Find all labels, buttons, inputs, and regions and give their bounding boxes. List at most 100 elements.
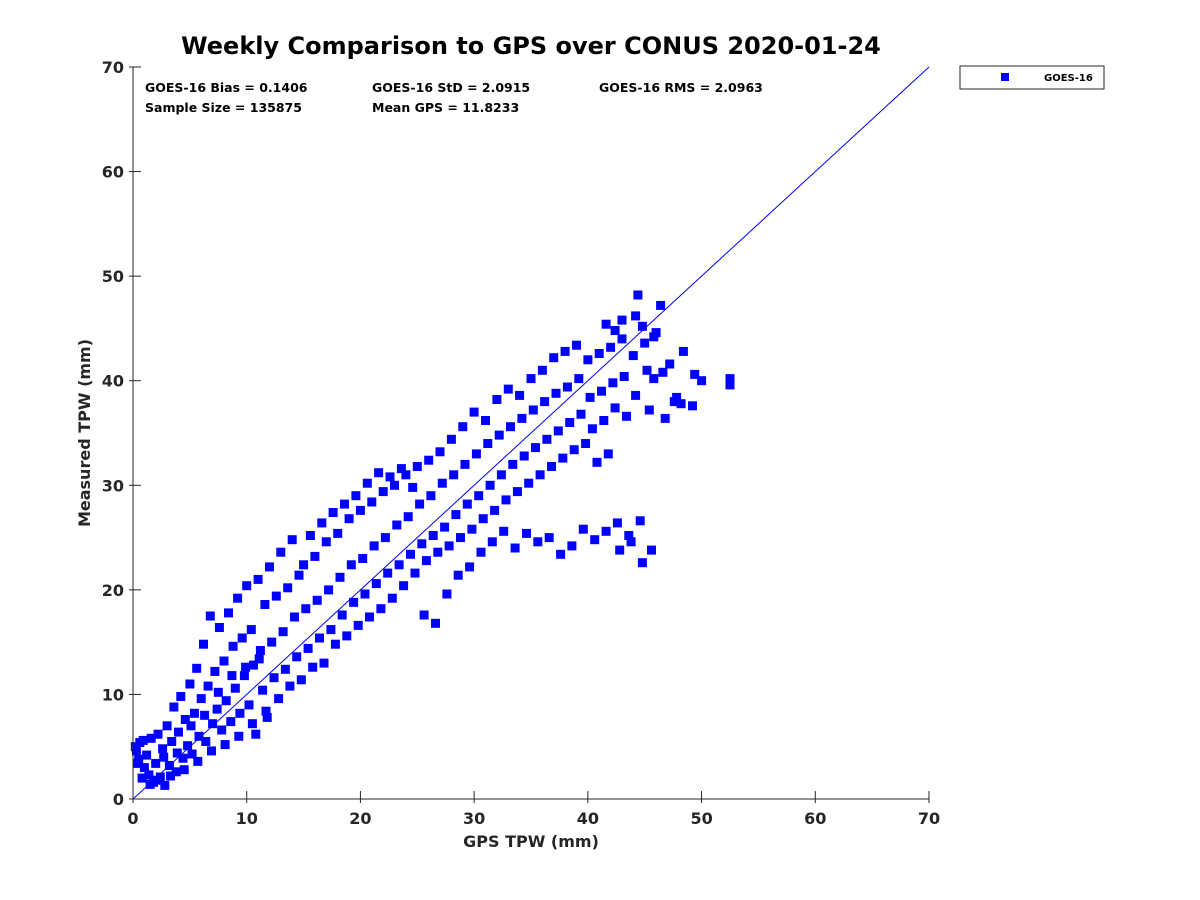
data-point [212,704,222,714]
data-point [656,300,666,310]
data-point [499,526,509,536]
legend-box [959,65,1105,90]
data-point [258,685,268,695]
data-point [481,416,490,425]
y-tick-label: 40 [102,372,124,391]
data-point [249,660,258,670]
data-point [369,541,379,551]
data-point [610,326,620,335]
data-point [333,528,343,538]
data-point [672,392,682,402]
data-point [456,533,465,543]
data-point [446,434,456,444]
data-point [522,528,531,538]
data-point [230,683,240,693]
data-point [560,346,570,356]
data-point [612,518,622,528]
data-point [551,388,561,398]
data-point [640,338,650,348]
data-point [380,533,390,543]
data-point [365,612,374,622]
data-point [179,765,189,775]
data-point [144,770,154,780]
data-point [633,290,643,300]
data-point [565,418,575,427]
data-point [537,365,547,375]
x-tick-label: 40 [577,809,599,828]
data-point [676,399,686,409]
data-point [344,514,354,524]
data-point [159,752,169,762]
data-point [305,531,315,540]
data-point [660,413,670,423]
data-point [265,562,274,572]
stat-mean-gps: Mean GPS = 11.8233 [372,100,519,115]
data-point [351,491,361,501]
data-point [349,597,359,607]
data-point [544,533,554,543]
data-point [690,369,700,379]
x-tick-label: 70 [918,809,940,828]
data-point [572,340,581,350]
data-point [224,608,233,618]
data-point [287,535,297,545]
data-point [235,708,245,718]
data-point [567,541,577,551]
legend-label: GOES-16 [1044,73,1093,84]
data-point [261,706,271,716]
y-tick-label: 30 [102,476,124,495]
data-point [603,449,613,459]
data-point [494,430,504,440]
data-point [558,453,568,463]
stat-bias: GOES-16 Bias = 0.1406 [145,80,308,95]
data-point [244,700,254,710]
data-point [515,390,525,400]
data-point [319,658,329,668]
data-point [138,735,148,745]
data-point [642,365,652,375]
data-point [626,537,636,547]
data-point [649,374,659,384]
data-point [399,581,409,591]
data-point [512,487,522,497]
data-point [247,719,257,729]
data-point [476,547,486,557]
data-point [424,455,434,465]
data-point [221,696,231,706]
data-point [431,618,440,628]
plot-area [130,66,930,800]
data-point [169,702,179,712]
data-point [241,662,251,672]
data-point [283,583,293,593]
data-point [194,731,204,741]
data-point [299,560,309,570]
data-point [239,671,249,681]
data-point [435,447,445,457]
data-point [392,520,402,530]
data-point [131,746,141,756]
data-point [186,721,196,731]
data-point [437,478,447,488]
data-point [292,652,302,662]
data-point [467,524,477,534]
data-point [535,470,545,480]
data-point [417,539,427,549]
data-point [503,384,513,394]
y-tick-label: 70 [102,58,124,77]
data-point [146,733,156,743]
data-point [310,551,320,561]
stat-rms: GOES-16 RMS = 2.0963 [599,80,763,95]
data-point [137,773,147,783]
data-point [207,746,216,756]
data-point [315,633,324,643]
data-point [208,719,218,729]
data-point [171,767,181,777]
data-point [524,478,534,488]
data-point [276,547,286,557]
data-point [421,556,431,566]
data-point [335,572,345,582]
data-point [725,374,735,384]
data-point [608,378,618,388]
data-point [578,524,588,534]
